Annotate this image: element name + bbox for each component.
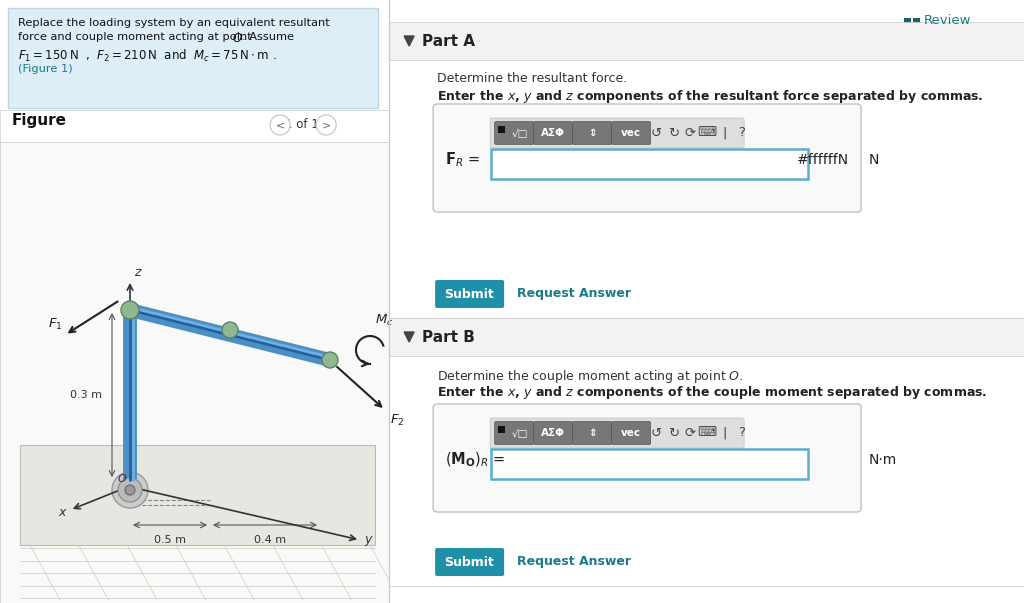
FancyBboxPatch shape (498, 426, 505, 433)
Text: 1 of 1: 1 of 1 (286, 119, 319, 131)
Text: $O$: $O$ (117, 472, 127, 484)
Text: Request Answer: Request Answer (517, 288, 631, 300)
Text: |: | (722, 127, 726, 139)
Text: <: < (275, 120, 285, 130)
Text: ⌨: ⌨ (697, 127, 717, 139)
Text: vec: vec (622, 128, 641, 138)
Text: #ffffffN: #ffffffN (797, 153, 849, 167)
Text: 0.3 m: 0.3 m (70, 390, 102, 400)
Text: |: | (722, 426, 726, 440)
FancyBboxPatch shape (0, 142, 389, 603)
Text: Submit: Submit (444, 555, 494, 569)
Circle shape (316, 115, 336, 135)
FancyBboxPatch shape (8, 8, 378, 108)
FancyBboxPatch shape (572, 121, 611, 145)
Text: ΑΣΦ: ΑΣΦ (541, 428, 565, 438)
FancyBboxPatch shape (904, 18, 911, 26)
Text: $F_1$: $F_1$ (48, 317, 62, 332)
Text: ↺: ↺ (650, 127, 662, 139)
Text: $O$: $O$ (232, 32, 243, 45)
Circle shape (121, 301, 139, 319)
FancyBboxPatch shape (495, 121, 534, 145)
FancyBboxPatch shape (498, 126, 505, 133)
Circle shape (270, 115, 290, 135)
Text: Determine the resultant force.: Determine the resultant force. (437, 72, 628, 85)
Text: $(\mathbf{M_O})_R$ =: $(\mathbf{M_O})_R$ = (445, 451, 506, 469)
Text: Request Answer: Request Answer (517, 555, 631, 569)
Text: Replace the loading system by an equivalent resultant: Replace the loading system by an equival… (18, 18, 330, 28)
Text: N·m: N·m (869, 453, 897, 467)
Text: ⟳: ⟳ (685, 426, 695, 440)
Text: . Assume: . Assume (242, 32, 294, 42)
FancyBboxPatch shape (492, 449, 808, 479)
Text: vec: vec (622, 428, 641, 438)
FancyBboxPatch shape (389, 356, 1024, 586)
Text: Part B: Part B (422, 329, 475, 344)
FancyBboxPatch shape (572, 421, 611, 444)
Text: ?: ? (737, 426, 744, 440)
FancyBboxPatch shape (534, 421, 572, 444)
FancyBboxPatch shape (20, 445, 375, 545)
FancyBboxPatch shape (611, 421, 650, 444)
Text: 0.4 m: 0.4 m (254, 535, 286, 545)
FancyBboxPatch shape (0, 110, 389, 142)
Text: Enter the $x$, $y$ and $z$ components of the couple moment separated by commas.: Enter the $x$, $y$ and $z$ components of… (437, 384, 987, 401)
Text: $F_1 = 150\,\mathrm{N}$  ,  $F_2 = 210\,\mathrm{N}$  and  $M_c = 75\,\mathrm{N \: $F_1 = 150\,\mathrm{N}$ , $F_2 = 210\,\m… (18, 48, 276, 64)
Text: N: N (869, 153, 880, 167)
FancyBboxPatch shape (534, 121, 572, 145)
FancyBboxPatch shape (435, 280, 504, 308)
Text: $M_c$: $M_c$ (375, 313, 393, 328)
Text: ⇕: ⇕ (588, 128, 597, 138)
Text: $\mathbf{F}_{R}$ =: $\mathbf{F}_{R}$ = (445, 151, 480, 169)
Text: $F_2$: $F_2$ (390, 413, 404, 428)
Text: ⟳: ⟳ (685, 127, 695, 139)
Polygon shape (404, 332, 414, 342)
Text: Submit: Submit (444, 288, 494, 300)
Text: (Figure 1): (Figure 1) (18, 64, 73, 74)
Circle shape (112, 472, 148, 508)
Text: force and couple moment acting at point: force and couple moment acting at point (18, 32, 255, 42)
Text: ?: ? (737, 127, 744, 139)
Text: Figure: Figure (12, 113, 67, 128)
Circle shape (322, 352, 338, 368)
FancyBboxPatch shape (492, 149, 808, 179)
FancyBboxPatch shape (435, 548, 504, 576)
FancyBboxPatch shape (389, 60, 1024, 318)
FancyBboxPatch shape (495, 421, 534, 444)
FancyBboxPatch shape (389, 22, 1024, 60)
FancyBboxPatch shape (433, 104, 861, 212)
Text: ↺: ↺ (650, 426, 662, 440)
Text: ⇕: ⇕ (588, 428, 597, 438)
FancyBboxPatch shape (490, 418, 744, 448)
Polygon shape (404, 36, 414, 46)
Text: Determine the couple moment acting at point $O$.: Determine the couple moment acting at po… (437, 368, 743, 385)
FancyBboxPatch shape (611, 121, 650, 145)
Text: x: x (58, 507, 66, 520)
Circle shape (118, 478, 142, 502)
Text: Review: Review (924, 14, 972, 28)
Text: y: y (365, 534, 372, 546)
FancyBboxPatch shape (490, 118, 744, 148)
Text: 0.5 m: 0.5 m (154, 535, 186, 545)
Text: >: > (322, 120, 331, 130)
Text: √□: √□ (511, 129, 527, 139)
FancyBboxPatch shape (389, 318, 1024, 356)
Text: ↻: ↻ (668, 426, 679, 440)
Text: ↻: ↻ (668, 127, 679, 139)
FancyBboxPatch shape (389, 0, 1024, 603)
Circle shape (222, 322, 238, 338)
FancyBboxPatch shape (433, 404, 861, 512)
Text: √□: √□ (511, 429, 527, 439)
Text: Part A: Part A (422, 34, 475, 48)
Text: ⌨: ⌨ (697, 426, 717, 440)
Text: Enter the $x$, $y$ and $z$ components of the resultant force separated by commas: Enter the $x$, $y$ and $z$ components of… (437, 88, 984, 105)
Text: z: z (134, 265, 140, 279)
Text: ΑΣΦ: ΑΣΦ (541, 128, 565, 138)
FancyBboxPatch shape (913, 18, 920, 26)
Circle shape (125, 485, 135, 495)
